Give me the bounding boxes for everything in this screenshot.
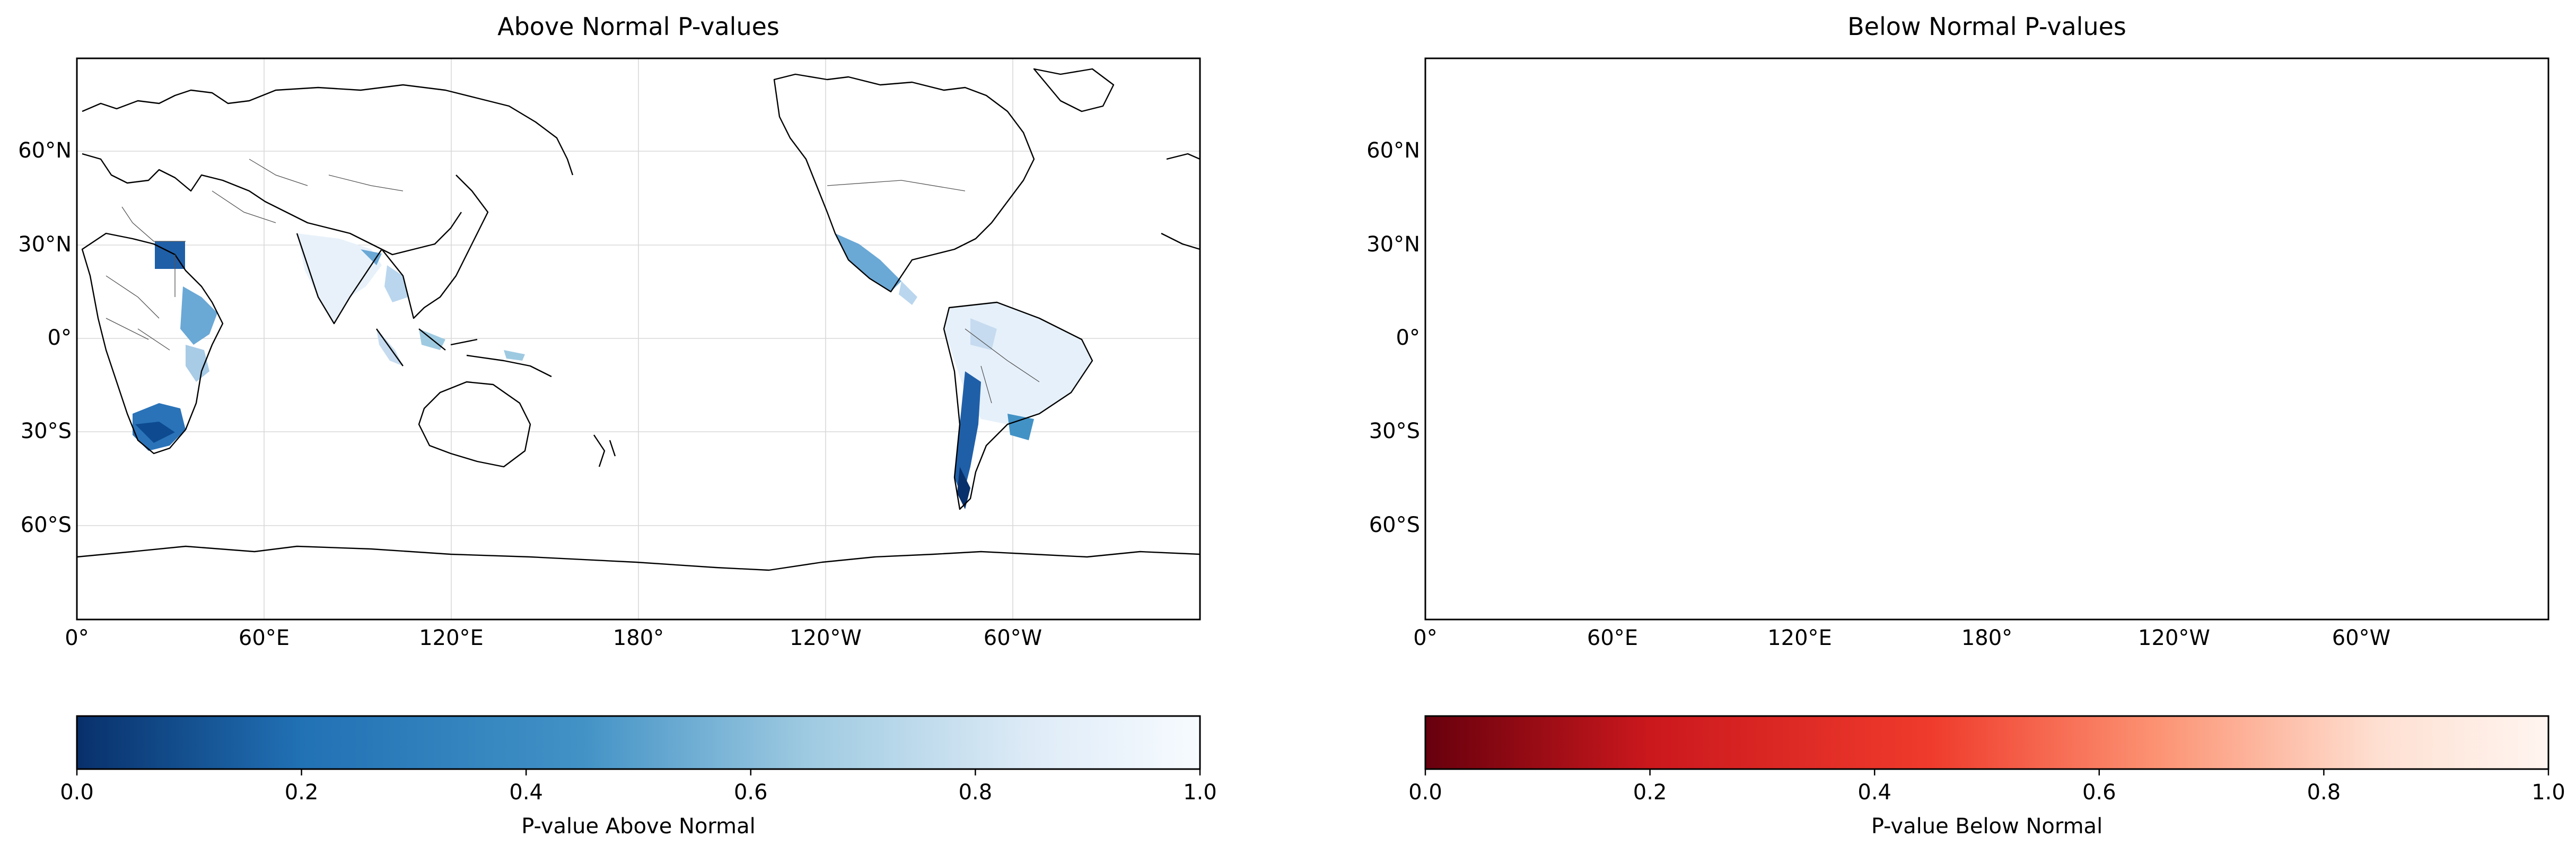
svg-text:0.4: 0.4 (509, 780, 543, 805)
coastlines-above (77, 68, 1200, 571)
x-ticks-above: 0° 60°E 120°E 180° 120°W 60°W (65, 626, 1042, 650)
svg-text:1.0: 1.0 (1183, 780, 1217, 805)
svg-text:180°: 180° (1961, 626, 2012, 650)
svg-text:60°W: 60°W (2332, 626, 2390, 650)
map-frame-above (76, 57, 1201, 621)
region-uruguay (2356, 414, 2382, 440)
region-chile (954, 371, 981, 499)
region-south-africa (1481, 403, 1534, 451)
coastlines-below (1425, 69, 2548, 570)
svg-text:30°S: 30°S (1369, 419, 1420, 443)
region-mexico (835, 233, 901, 292)
svg-text:0.2: 0.2 (285, 780, 319, 805)
svg-text:0°: 0° (1396, 326, 1420, 350)
data-fill-above (133, 233, 1092, 509)
map-panel-below: Below Normal P-values (1366, 12, 2565, 839)
svg-text:30°N: 30°N (18, 232, 72, 257)
region-kenya (1534, 345, 1558, 382)
svg-text:60°N: 60°N (18, 138, 72, 163)
borders-above (106, 159, 1040, 404)
svg-text:120°E: 120°E (1767, 626, 1832, 650)
svg-text:180°: 180° (613, 626, 664, 650)
svg-text:0°: 0° (1413, 626, 1437, 650)
region-east-africa (180, 286, 217, 345)
gridlines (1425, 58, 2548, 620)
region-kenya (186, 345, 209, 382)
svg-text:30°N: 30°N (1366, 232, 1420, 257)
svg-text:1.0: 1.0 (2531, 780, 2565, 805)
svg-text:60°N: 60°N (1366, 138, 1420, 163)
colorbar-label-below: P-value Below Normal (1871, 814, 2102, 839)
svg-text:0.0: 0.0 (1408, 780, 1442, 805)
svg-text:60°E: 60°E (1587, 626, 1638, 650)
svg-text:30°S: 30°S (21, 419, 72, 443)
region-brazil (2292, 302, 2441, 424)
svg-text:0.6: 0.6 (734, 780, 768, 805)
colorbar-above: 0.0 0.2 0.4 0.6 0.8 1.0 P-value Above No… (60, 715, 1217, 839)
svg-text:0.6: 0.6 (2082, 780, 2116, 805)
svg-text:120°W: 120°W (790, 626, 862, 650)
region-se-asia (384, 265, 408, 302)
panel-title-above: Above Normal P-values (497, 12, 779, 41)
region-indonesia (1767, 329, 1794, 350)
svg-text:0.8: 0.8 (959, 780, 993, 805)
colorbar-below: 0.0 0.2 0.4 0.6 0.8 1.0 P-value Below No… (1408, 715, 2565, 839)
region-mexico (2184, 233, 2250, 292)
map-panel-above: Above Normal P-values (18, 12, 1217, 839)
svg-text:60°W: 60°W (984, 626, 1042, 650)
y-ticks-below: 60°N 30°N 0° 30°S 60°S (1366, 138, 1420, 537)
panel-title-below: Below Normal P-values (1847, 12, 2126, 41)
colorbar-label-above: P-value Above Normal (521, 814, 756, 839)
y-ticks-above: 60°N 30°N 0° 30°S 60°S (18, 138, 72, 537)
region-se-asia (1733, 265, 1757, 302)
region-india (1645, 233, 1730, 324)
svg-text:0.2: 0.2 (1633, 780, 1667, 805)
svg-text:0.0: 0.0 (60, 780, 94, 805)
svg-text:0.8: 0.8 (2307, 780, 2341, 805)
data-fill-below (1481, 233, 2441, 499)
svg-text:0.4: 0.4 (1857, 780, 1891, 805)
region-chile (2303, 371, 2329, 499)
svg-text:60°E: 60°E (239, 626, 290, 650)
region-india (297, 233, 382, 324)
svg-text:120°W: 120°W (2138, 626, 2210, 650)
region-egypt (1503, 241, 1534, 269)
x-ticks-below: 0° 60°E 120°E 180° 120°W 60°W (1413, 626, 2390, 650)
svg-text:60°S: 60°S (1369, 513, 1420, 537)
svg-text:120°E: 120°E (419, 626, 484, 650)
map-frame-below (1424, 57, 2549, 621)
region-east-africa (1529, 286, 1566, 345)
colorbar-gradient-below (1424, 715, 2549, 770)
region-uruguay (1007, 414, 1034, 440)
svg-text:0°: 0° (48, 326, 72, 350)
borders-below (1455, 159, 2388, 403)
colorbar-gradient-above (76, 715, 1201, 770)
svg-text:0°: 0° (65, 626, 89, 650)
svg-text:60°S: 60°S (21, 513, 72, 537)
region-egypt (155, 241, 185, 269)
